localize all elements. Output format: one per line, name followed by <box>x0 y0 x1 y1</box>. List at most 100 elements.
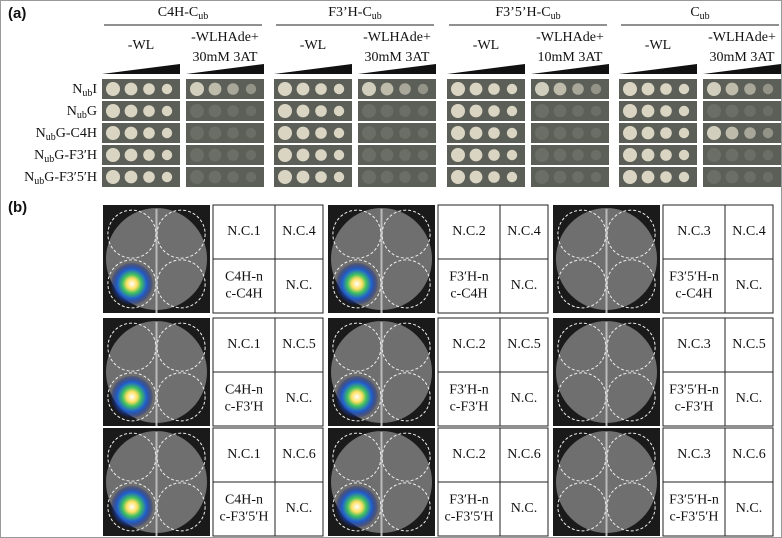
table-cell <box>724 317 774 373</box>
subscript: ub <box>198 11 208 22</box>
colony-spot <box>469 126 483 140</box>
text-part: G-C4H <box>56 126 97 141</box>
colony-spot <box>572 127 584 139</box>
cell-text: N.C.2 <box>452 337 485 352</box>
colony-spot <box>660 149 672 161</box>
plate <box>703 101 781 121</box>
table-cell <box>212 204 276 260</box>
colony-spot <box>707 170 721 184</box>
cell-text: N.C. <box>286 391 312 406</box>
condition-label: 10mM 3AT <box>538 50 603 65</box>
cell-text: c-C4H <box>675 287 712 302</box>
infiltration-circle <box>557 372 607 422</box>
luminescence <box>110 262 153 305</box>
colony-spot <box>660 127 672 139</box>
cell-text: N.C.3 <box>677 447 710 462</box>
condition-label: 30mM 3AT <box>710 50 775 65</box>
colony-spot <box>380 126 394 140</box>
subscript: ub <box>551 11 561 22</box>
colony-spot <box>296 104 310 118</box>
colony-spot <box>106 170 120 184</box>
subscript: ub <box>46 132 56 143</box>
cell-text: c-F3′H <box>675 400 714 415</box>
plate <box>274 79 352 99</box>
colony-spot <box>451 82 465 96</box>
table-cell <box>437 481 501 537</box>
colony-spot <box>161 149 173 161</box>
plate <box>619 145 697 165</box>
colony-spot <box>124 82 138 96</box>
label: NubG-F3′5′H <box>24 170 97 187</box>
dilution-wedge <box>186 64 264 74</box>
colony-spot <box>190 170 204 184</box>
colony-spot <box>623 126 637 140</box>
colony-spot <box>333 149 345 161</box>
colony-spot <box>362 170 376 184</box>
table-cell <box>212 258 276 314</box>
colony-spot <box>707 148 721 162</box>
plate <box>186 145 264 165</box>
table-cell <box>724 481 774 537</box>
infiltration-circle <box>557 322 607 372</box>
plate <box>447 79 525 99</box>
colony-spot <box>315 149 327 161</box>
colony-spot <box>744 105 756 117</box>
colony-spot <box>380 170 394 184</box>
plate <box>619 167 697 187</box>
colony-spot <box>143 127 155 139</box>
plate <box>703 167 781 187</box>
colony-spot <box>315 127 327 139</box>
infiltration-circle <box>381 482 431 532</box>
cell-text: c-F3′5′H <box>220 510 269 525</box>
plate <box>531 101 609 121</box>
colony-spot <box>641 82 655 96</box>
colony-spot <box>744 149 756 161</box>
text-part: F3’H-C <box>328 5 372 20</box>
cell-text: N.C.2 <box>452 447 485 462</box>
colony-spot <box>660 83 672 95</box>
label: NubG-C4H <box>36 126 97 143</box>
colony-spot <box>488 171 500 183</box>
table-cell <box>212 371 276 427</box>
table-cell <box>212 481 276 537</box>
plate <box>186 167 264 187</box>
infiltration-circle <box>381 322 431 372</box>
colony-spot <box>227 171 239 183</box>
colony-spot <box>278 126 292 140</box>
colony-spot <box>553 82 567 96</box>
colony-spot <box>641 126 655 140</box>
colony-spot <box>469 104 483 118</box>
infiltration-circle <box>606 209 656 259</box>
table-cell <box>274 481 324 537</box>
text-part: N <box>72 82 82 97</box>
colony-spot <box>451 148 465 162</box>
infiltration-circle <box>156 322 206 372</box>
colony-spot <box>227 149 239 161</box>
label: NubI <box>72 82 97 99</box>
colony-spot <box>278 82 292 96</box>
text-part: G <box>87 104 97 119</box>
colony-spot <box>641 104 655 118</box>
table-cell <box>499 204 549 260</box>
colony-spot <box>641 170 655 184</box>
colony-spot <box>469 82 483 96</box>
colony-spot <box>227 127 239 139</box>
condition-label: -WLHAde+ <box>536 30 604 45</box>
cell-text: C4H-n <box>225 270 263 285</box>
infiltration-circle <box>156 209 206 259</box>
cell-text: N.C. <box>736 501 762 516</box>
luminescence <box>335 262 378 305</box>
condition-label: -WL <box>128 38 154 53</box>
infiltration-circle <box>557 209 607 259</box>
colony-spot <box>333 171 345 183</box>
infiltration-circle <box>332 322 382 372</box>
infiltration-circle <box>381 209 431 259</box>
plate <box>531 123 609 143</box>
infiltration-circle <box>107 482 157 532</box>
infiltration-circle <box>107 432 157 482</box>
text-part: G-F3′H <box>54 148 97 163</box>
table-cell <box>437 427 501 483</box>
colony-spot <box>762 149 774 161</box>
plate <box>186 123 264 143</box>
